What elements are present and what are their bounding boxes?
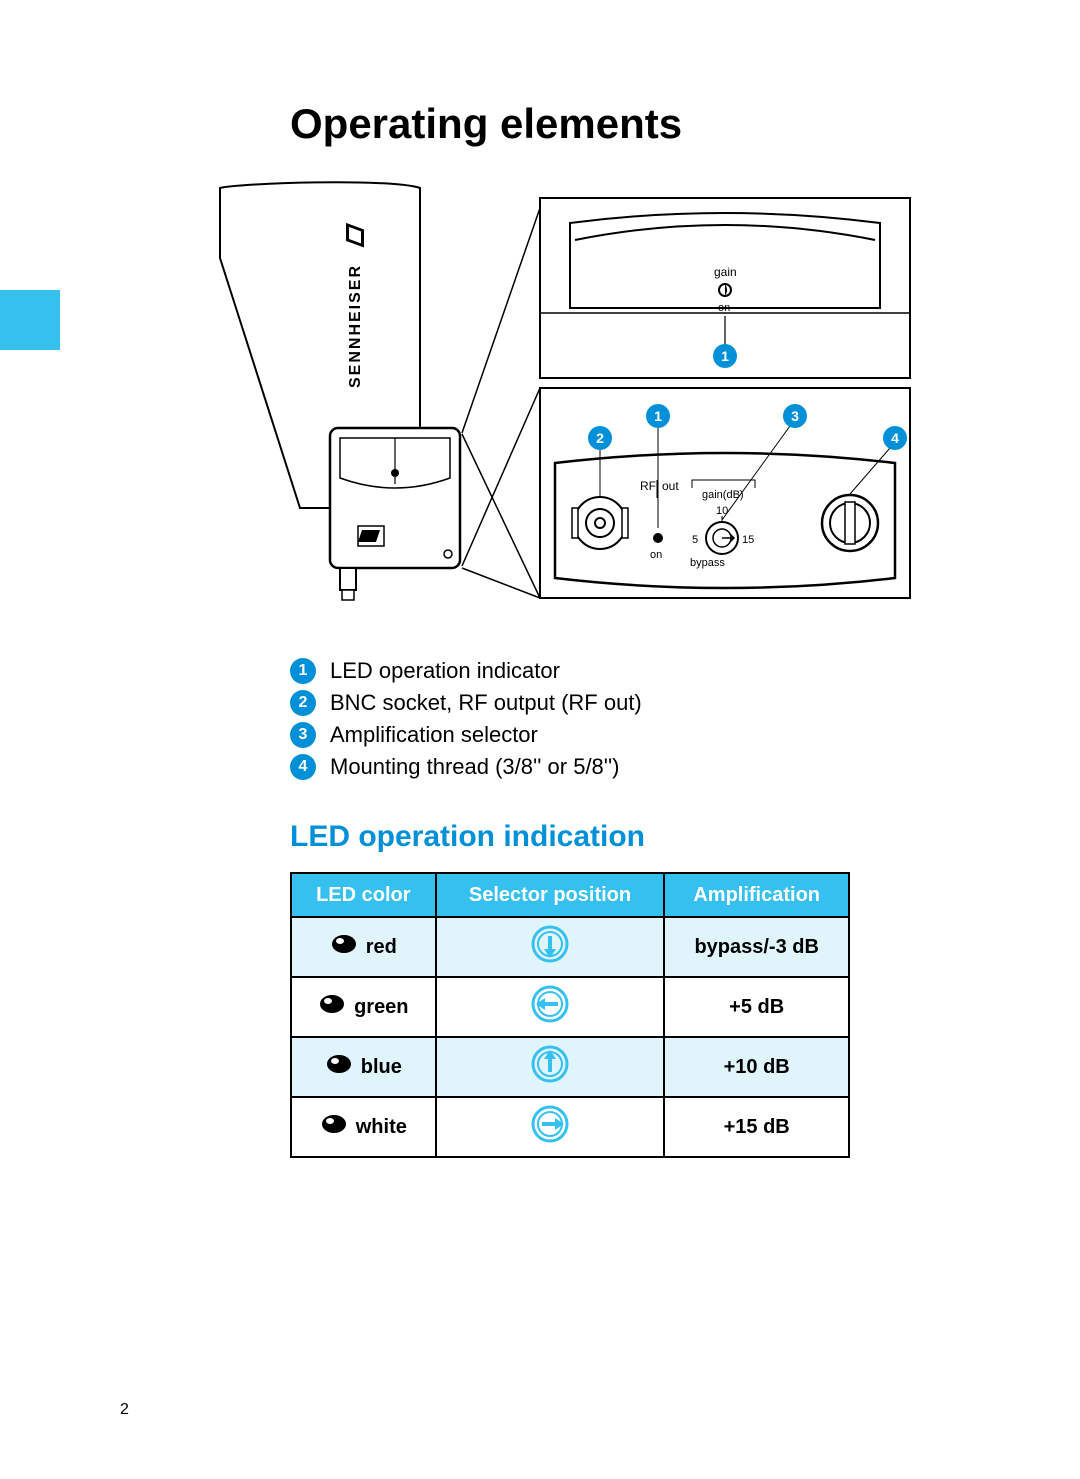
- legend-num-icon: 3: [290, 722, 316, 748]
- legend-item: 3 Amplification selector: [290, 722, 960, 748]
- legend-item: 4 Mounting thread (3/8'' or 5/8''): [290, 754, 960, 780]
- left-accent-square: [0, 290, 60, 350]
- on-label-top: on: [718, 302, 730, 314]
- callout-1-top: 1: [721, 348, 729, 364]
- selector-position-cell: [436, 977, 665, 1037]
- led-color-name: green: [354, 996, 408, 1019]
- led-color-cell: green: [291, 977, 436, 1037]
- page: Operating elements SENNHEISER: [0, 0, 1080, 1479]
- brand-logo-text: SENNHEISER: [347, 264, 364, 388]
- selector-arrow-icon: [530, 947, 570, 969]
- table-row: red bypass/-3 dB: [291, 917, 849, 977]
- legend-num-icon: 4: [290, 754, 316, 780]
- val-15: 15: [742, 534, 754, 546]
- val-5: 5: [692, 534, 698, 546]
- legend-text: Mounting thread (3/8'' or 5/8''): [330, 754, 620, 780]
- led-dot-icon: [318, 994, 346, 1020]
- led-color-cell: white: [291, 1097, 436, 1157]
- callout-legend: 1 LED operation indicator 2 BNC socket, …: [290, 658, 960, 780]
- callout-3: 3: [791, 408, 799, 424]
- table-row: white +15 dB: [291, 1097, 849, 1157]
- selector-arrow-icon: [530, 1007, 570, 1029]
- callout-2: 2: [596, 430, 604, 446]
- amplification-cell: +15 dB: [664, 1097, 849, 1157]
- rf-label: RF: [640, 479, 656, 493]
- legend-num-icon: 2: [290, 690, 316, 716]
- antenna-illustration: SENNHEISER: [220, 182, 460, 600]
- callout-1-bottom: 1: [654, 408, 662, 424]
- amplification-cell: bypass/-3 dB: [664, 917, 849, 977]
- callout-4: 4: [891, 430, 899, 446]
- out-label: out: [662, 479, 679, 493]
- led-color-cell: blue: [291, 1037, 436, 1097]
- bottom-detail-panel: RF out on gain(dB) 10 5 15 bypass: [540, 388, 910, 598]
- top-detail-panel: gain on 1: [540, 198, 910, 378]
- legend-num-icon: 1: [290, 658, 316, 684]
- amplification-cell: +10 dB: [664, 1037, 849, 1097]
- led-indication-table: LED color Selector position Amplificatio…: [290, 872, 850, 1158]
- led-dot-icon: [330, 934, 358, 960]
- selector-position-cell: [436, 917, 665, 977]
- table-row: blue +10 dB: [291, 1037, 849, 1097]
- operating-elements-diagram: SENNHEISER: [180, 178, 920, 618]
- led-color-name: white: [356, 1116, 407, 1139]
- legend-text: Amplification selector: [330, 722, 538, 748]
- table-header-led-color: LED color: [291, 873, 436, 917]
- bypass-label: bypass: [690, 557, 725, 569]
- table-header-amplification: Amplification: [664, 873, 849, 917]
- amplification-cell: +5 dB: [664, 977, 849, 1037]
- legend-item: 1 LED operation indicator: [290, 658, 960, 684]
- led-color-cell: red: [291, 917, 436, 977]
- page-number: 2: [120, 1401, 129, 1419]
- led-color-name: red: [366, 936, 397, 959]
- led-color-name: blue: [361, 1056, 402, 1079]
- legend-item: 2 BNC socket, RF output (RF out): [290, 690, 960, 716]
- selector-position-cell: [436, 1097, 665, 1157]
- table-row: green +5 dB: [291, 977, 849, 1037]
- val-10: 10: [716, 505, 728, 517]
- on-label-bottom: on: [650, 549, 662, 561]
- legend-text: BNC socket, RF output (RF out): [330, 690, 642, 716]
- selector-position-cell: [436, 1037, 665, 1097]
- selector-arrow-icon: [530, 1067, 570, 1089]
- gain-label: gain: [714, 265, 737, 279]
- table-header-selector: Selector position: [436, 873, 665, 917]
- section-heading-led: LED operation indication: [290, 820, 960, 854]
- page-title: Operating elements: [290, 100, 960, 148]
- led-dot-icon: [320, 1114, 348, 1140]
- led-dot-icon: [325, 1054, 353, 1080]
- legend-text: LED operation indicator: [330, 658, 560, 684]
- selector-arrow-icon: [530, 1127, 570, 1149]
